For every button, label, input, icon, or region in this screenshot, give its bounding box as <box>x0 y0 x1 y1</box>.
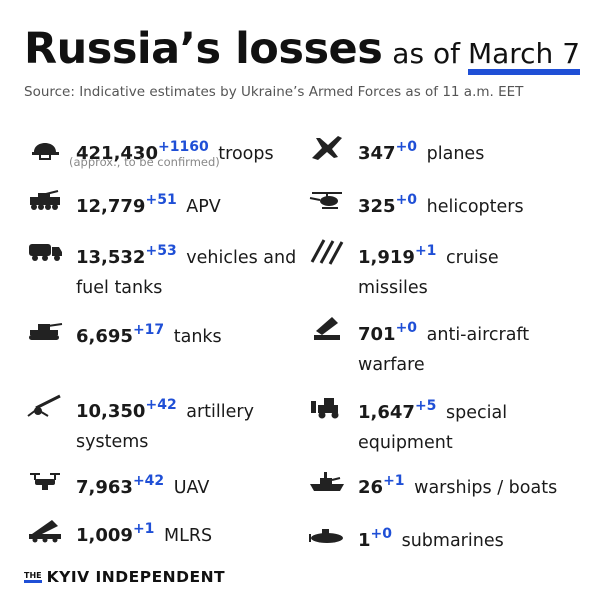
page-title: Russia’s losses <box>24 24 383 74</box>
loss-label: special <box>446 403 508 423</box>
loss-delta: +1 <box>383 473 405 489</box>
loss-label-line2: equipment <box>358 433 453 453</box>
submarine-icon <box>308 519 346 549</box>
loss-delta: +0 <box>395 320 418 336</box>
loss-delta: +0 <box>395 192 418 208</box>
apv-icon <box>26 185 64 215</box>
helmet-icon <box>26 132 64 162</box>
loss-label: cruise <box>446 248 499 268</box>
loss-delta: +0 <box>395 139 418 155</box>
brand-logo: THE KYIV INDEPENDENT <box>24 568 225 586</box>
loss-label: tanks <box>173 327 222 347</box>
loss-value: 347 <box>358 143 396 164</box>
loss-label: submarines <box>401 531 504 551</box>
loss-label: helicopters <box>426 197 524 217</box>
loss-delta: +1 <box>414 243 437 259</box>
loss-value: 6,695 <box>76 326 133 347</box>
loss-label-line2: systems <box>76 432 149 452</box>
loss-label: anti-aircraft <box>426 325 530 345</box>
mlrs-icon <box>26 514 64 544</box>
brand-the: THE <box>24 571 42 583</box>
as-of-label: as of <box>392 37 460 70</box>
loss-label: troops <box>218 144 274 164</box>
loss-delta: +1160 <box>157 139 209 155</box>
source-note: Source: Indicative estimates by Ukraine’… <box>24 84 524 100</box>
missile-icon <box>308 236 346 266</box>
loss-delta: +42 <box>145 397 177 413</box>
loss-label: vehicles and <box>186 248 297 268</box>
plane-icon <box>308 132 346 162</box>
drone-icon <box>26 466 64 496</box>
loss-delta: +53 <box>145 243 177 259</box>
loss-value: 421,430 <box>76 143 158 164</box>
artillery-icon <box>26 390 64 420</box>
loss-value: 13,532 <box>76 247 146 268</box>
loss-value: 1,647 <box>358 402 415 423</box>
loss-label-line2: warfare <box>358 355 425 375</box>
loss-value: 1,919 <box>358 247 415 268</box>
loss-delta: +5 <box>414 398 437 414</box>
tank-icon <box>26 315 64 345</box>
loss-value: 701 <box>358 324 396 345</box>
loss-label: planes <box>426 144 485 164</box>
loss-delta: +0 <box>370 526 393 542</box>
loss-label: APV <box>186 197 221 217</box>
loss-value: 1 <box>358 530 371 551</box>
loss-label-line2: fuel tanks <box>76 278 163 298</box>
date-label: March 7 <box>467 39 581 75</box>
loss-delta: +51 <box>145 192 177 208</box>
loss-delta: +42 <box>132 473 165 489</box>
loss-value: 26 <box>358 477 384 498</box>
loss-label: warships / boats <box>414 478 558 498</box>
loss-label: UAV <box>173 478 210 498</box>
title-row: Russia’s losses as of March 7 <box>24 24 581 75</box>
loss-value: 7,963 <box>76 477 133 498</box>
loss-label: MLRS <box>164 526 213 546</box>
anti-aircraft-icon <box>308 313 346 343</box>
loss-value: 325 <box>358 196 396 217</box>
truck-icon <box>26 236 64 266</box>
brand-name: KYIV INDEPENDENT <box>46 568 226 586</box>
loss-delta: +1 <box>132 521 155 537</box>
loss-value: 1,009 <box>76 525 133 546</box>
loss-value: 10,350 <box>76 401 146 422</box>
warship-icon <box>308 466 346 496</box>
loss-delta: +17 <box>132 322 165 338</box>
loss-value: 12,779 <box>76 196 146 217</box>
loss-label-line2: missiles <box>358 278 428 298</box>
loss-note: (approx., to be confirmed) <box>69 155 220 169</box>
bulldozer-icon <box>308 391 346 421</box>
loss-label: artillery <box>186 402 254 422</box>
helicopter-icon <box>308 185 346 215</box>
